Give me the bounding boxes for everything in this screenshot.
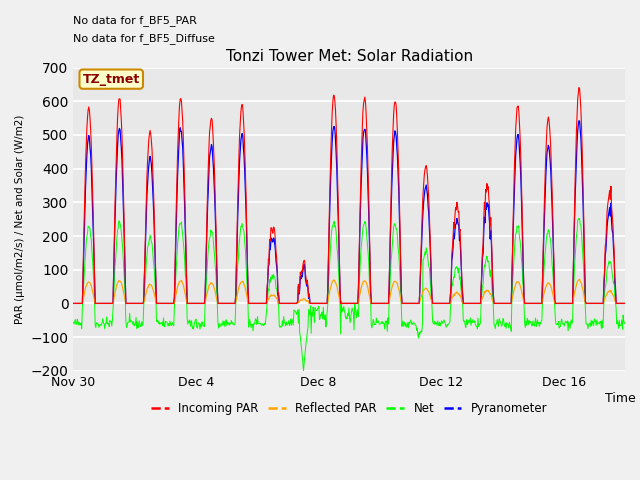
Text: No data for f_BF5_PAR: No data for f_BF5_PAR — [74, 15, 197, 26]
Text: No data for f_BF5_Diffuse: No data for f_BF5_Diffuse — [74, 33, 215, 44]
Legend: Incoming PAR, Reflected PAR, Net, Pyranometer: Incoming PAR, Reflected PAR, Net, Pyrano… — [147, 397, 552, 420]
Title: Tonzi Tower Met: Solar Radiation: Tonzi Tower Met: Solar Radiation — [226, 48, 473, 64]
Text: TZ_tmet: TZ_tmet — [83, 72, 140, 85]
Y-axis label: PAR (μmol/m2/s) / Net and Solar (W/m2): PAR (μmol/m2/s) / Net and Solar (W/m2) — [15, 115, 25, 324]
X-axis label: Time: Time — [605, 392, 636, 405]
